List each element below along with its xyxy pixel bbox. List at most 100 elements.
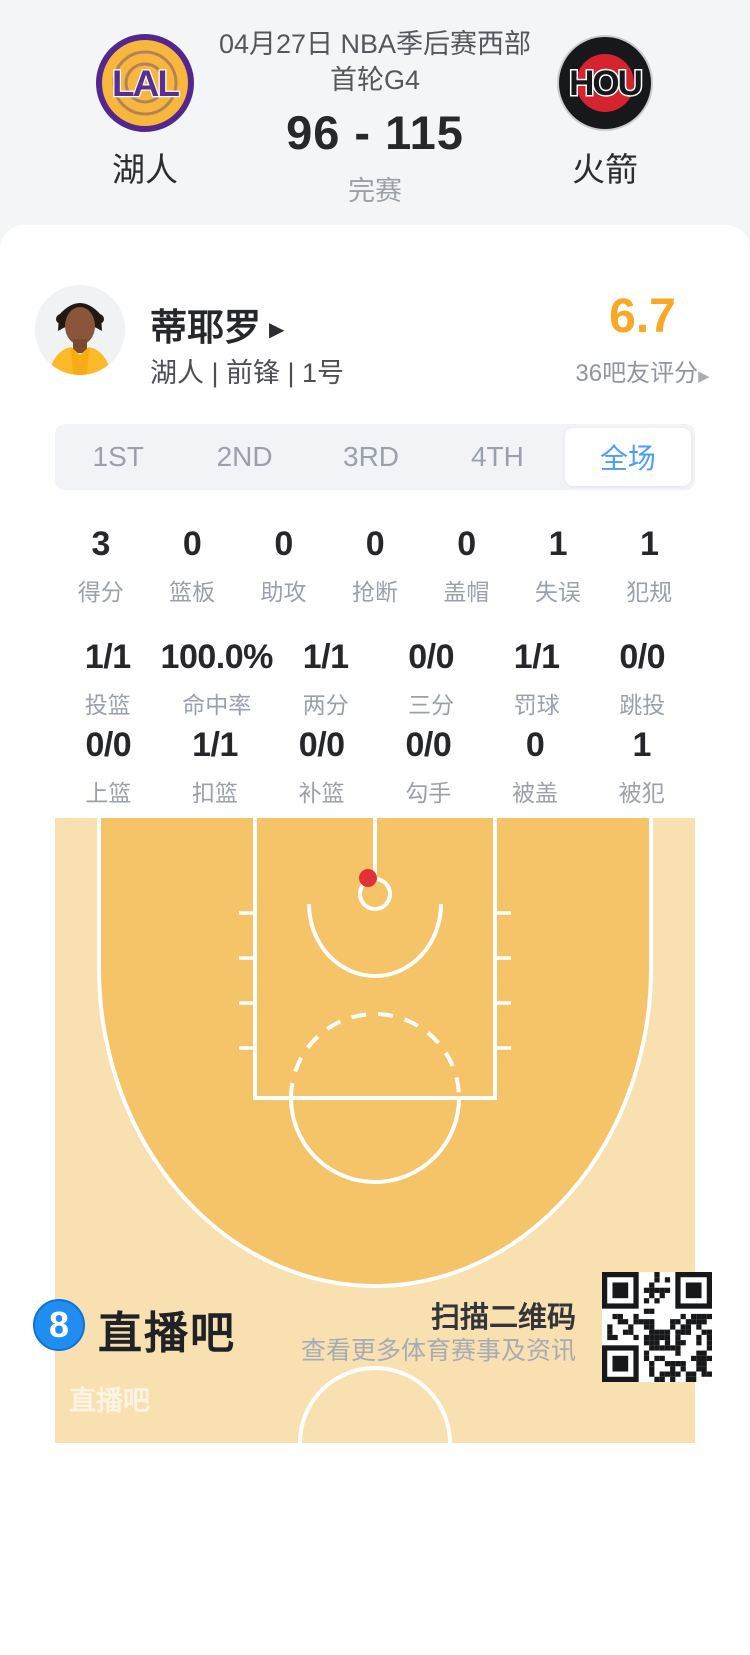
stat-label: 上篮 (85, 780, 132, 806)
stat-label: 三分 (408, 692, 455, 718)
stat-value: 3 (91, 525, 111, 563)
stat-jumpshot: 0/0 跳投 (589, 638, 695, 720)
stat-steals: 0 抢断 (329, 525, 420, 607)
stat-2pt: 1/1 两分 (273, 638, 379, 720)
stat-label: 抢断 (351, 579, 398, 605)
stat-label: 投篮 (84, 692, 131, 718)
rockets-logo-icon: HOU (555, 33, 655, 133)
away-team-name: 火箭 (572, 151, 638, 188)
stat-label: 被犯 (618, 780, 665, 806)
stat-assists: 0 助攻 (238, 525, 329, 607)
stat-layup: 0/0 上篮 (55, 726, 162, 808)
match-title-line1: 04月27日 NBA季后赛西部 (218, 29, 532, 59)
zhibo8-logo-icon: 8 (33, 1299, 85, 1351)
stat-label: 助攻 (260, 579, 307, 605)
stat-blocks: 0 盖帽 (421, 525, 512, 607)
stat-fg-pct: 100.0% 命中率 (160, 638, 274, 720)
stat-rebounds: 0 篮板 (146, 525, 237, 607)
match-score: 96 - 115 (286, 106, 464, 159)
match-header: 04月27日 NBA季后赛西部 首轮G4 96 - 115 完赛 (185, 26, 565, 208)
stat-points: 3 得分 (55, 525, 146, 607)
stat-label: 罚球 (513, 692, 560, 718)
home-team-name: 湖人 (112, 151, 178, 188)
stat-fg: 1/1 投篮 (55, 638, 161, 720)
stat-value: 1/1 (302, 638, 349, 676)
fan-rating-link[interactable]: 6.7 36吧友评分▶ (560, 291, 725, 388)
player-stats-card: 蒂耶罗 ▶ 湖人 | 前锋 | 1号 6.7 36吧友评分▶ 1ST 2ND 3R… (0, 225, 750, 1655)
stat-value: 0 (182, 525, 202, 563)
stat-label: 勾手 (405, 780, 452, 806)
match-status: 完赛 (348, 176, 402, 206)
lakers-logo-icon: LAL (95, 33, 195, 133)
stat-value: 0/0 (85, 726, 132, 764)
stat-value: 1/1 (192, 726, 238, 764)
tab-full-game[interactable]: 全场 (564, 428, 692, 486)
fan-rating-label: 36吧友评分 (575, 360, 699, 387)
stat-3pt: 0/0 三分 (378, 638, 484, 720)
player-info: 湖人 | 前锋 | 1号 (150, 358, 345, 388)
stat-label: 犯规 (626, 579, 673, 605)
court-watermark: 直播吧 (69, 1386, 150, 1416)
stat-got-blocked: 0 被盖 (482, 726, 589, 808)
stat-tipin: 0/0 补篮 (268, 726, 375, 808)
stat-label: 两分 (302, 692, 349, 718)
stat-turnovers: 1 失误 (512, 525, 603, 607)
tab-3rd[interactable]: 3RD (343, 441, 400, 472)
qr-code (602, 1272, 712, 1382)
stat-value: 0/0 (619, 638, 666, 676)
away-team[interactable]: HOU 火箭 (515, 33, 695, 191)
stats-row-shooting: 1/1 投篮 100.0% 命中率 1/1 两分 0/0 三分 1/1 罚球 0/0 跳投 (55, 638, 695, 720)
stat-label: 命中率 (182, 692, 252, 718)
stat-dunk: 1/1 扣篮 (162, 726, 269, 808)
stats-row-detail: 0/0 上篮 1/1 扣篮 0/0 补篮 0/0 勾手 0 被盖 1 被犯 (55, 726, 695, 808)
stat-value: 1/1 (513, 638, 560, 676)
stat-value: 0 (274, 525, 293, 563)
stat-label: 被盖 (512, 780, 559, 806)
logo-eight-glyph: 8 (48, 1304, 70, 1345)
footer-brand: 直播吧 (98, 1309, 236, 1358)
stat-value: 1/1 (84, 638, 131, 676)
svg-text:LAL: LAL (112, 63, 179, 104)
stat-label: 篮板 (169, 579, 216, 605)
stats-row-basic: 3 得分 0 篮板 0 助攻 0 抢断 0 盖帽 1 失误 1 犯规 (55, 525, 695, 607)
match-title-line2: 首轮G4 (329, 65, 421, 95)
stat-value: 1 (640, 525, 659, 563)
svg-text:HOU: HOU (569, 64, 642, 103)
player-name: 蒂耶罗 (150, 307, 261, 348)
fan-rating-value: 6.7 (609, 290, 676, 343)
stat-value: 100.0% (160, 638, 274, 676)
stat-value: 1 (632, 726, 651, 764)
stat-value: 0 (457, 525, 476, 563)
home-team[interactable]: LAL 湖人 (55, 33, 235, 191)
player-avatar (35, 285, 125, 375)
qr-subtitle: 查看更多体育赛事及资讯 (300, 1337, 576, 1365)
tab-4th[interactable]: 4TH (470, 441, 524, 472)
stat-label: 补篮 (298, 780, 345, 806)
stat-label: 扣篮 (192, 780, 238, 806)
stat-label: 盖帽 (443, 579, 490, 605)
chevron-right-icon: ▶ (698, 368, 710, 385)
tab-1st[interactable]: 1ST (92, 441, 144, 472)
shot-marker-made (359, 869, 377, 887)
stat-value: 0/0 (408, 638, 455, 676)
stat-value: 0/0 (405, 726, 452, 764)
stat-label: 跳投 (619, 692, 666, 718)
stat-label: 得分 (77, 579, 124, 605)
stat-value: 0/0 (298, 726, 345, 764)
stat-value: 1 (548, 525, 568, 563)
qr-title: 扫描二维码 (430, 1302, 576, 1334)
stat-label: 失误 (534, 579, 581, 605)
shot-chart-court: 直播吧 (55, 818, 695, 1444)
stat-ft: 1/1 罚球 (484, 638, 590, 720)
player-name-link[interactable]: 蒂耶罗 ▶ (150, 297, 284, 351)
stat-hook: 0/0 勾手 (375, 726, 482, 808)
stat-value: 0 (525, 726, 545, 764)
tab-2nd[interactable]: 2ND (216, 441, 273, 472)
chevron-right-icon: ▶ (269, 319, 285, 341)
match-title: 04月27日 NBA季后赛西部 首轮G4 (185, 26, 565, 98)
stat-fouled: 1 被犯 (588, 726, 695, 808)
quarter-tabs: 1ST 2ND 3RD 4TH 全场 (55, 424, 695, 490)
stat-fouls: 1 犯规 (604, 525, 695, 607)
stat-value: 0 (365, 525, 385, 563)
